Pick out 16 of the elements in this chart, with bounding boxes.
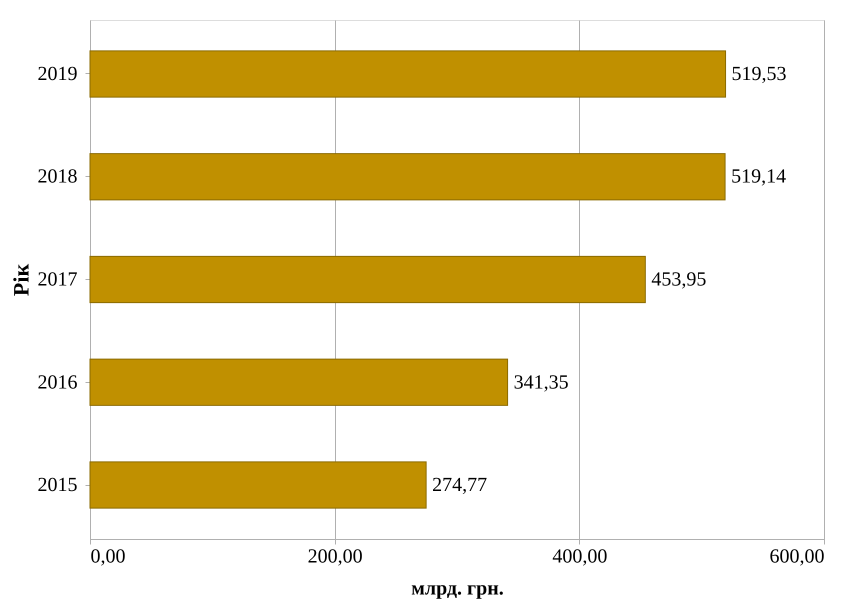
y-tick-label: 2017	[38, 268, 78, 290]
x-axis-title: млрд. грн.	[411, 578, 504, 600]
data-label: 453,95	[651, 268, 706, 290]
x-tick-label: 400,00	[552, 546, 608, 568]
y-tick-label: 2018	[38, 166, 78, 188]
y-tick-label: 2015	[38, 474, 78, 496]
y-tick-label: 2016	[38, 371, 78, 394]
x-tick-label: 200,00	[308, 546, 363, 568]
data-label: 274,77	[432, 474, 488, 496]
x-tick-label: 0,00	[90, 546, 126, 568]
x-tick-label: 600,00	[770, 546, 824, 568]
data-label: 341,35	[514, 371, 569, 394]
data-label: 519,14	[731, 166, 786, 188]
y-axis-title: Рік	[8, 264, 34, 296]
data-label: 519,53	[732, 62, 787, 85]
y-tick-label: 2019	[38, 62, 78, 85]
